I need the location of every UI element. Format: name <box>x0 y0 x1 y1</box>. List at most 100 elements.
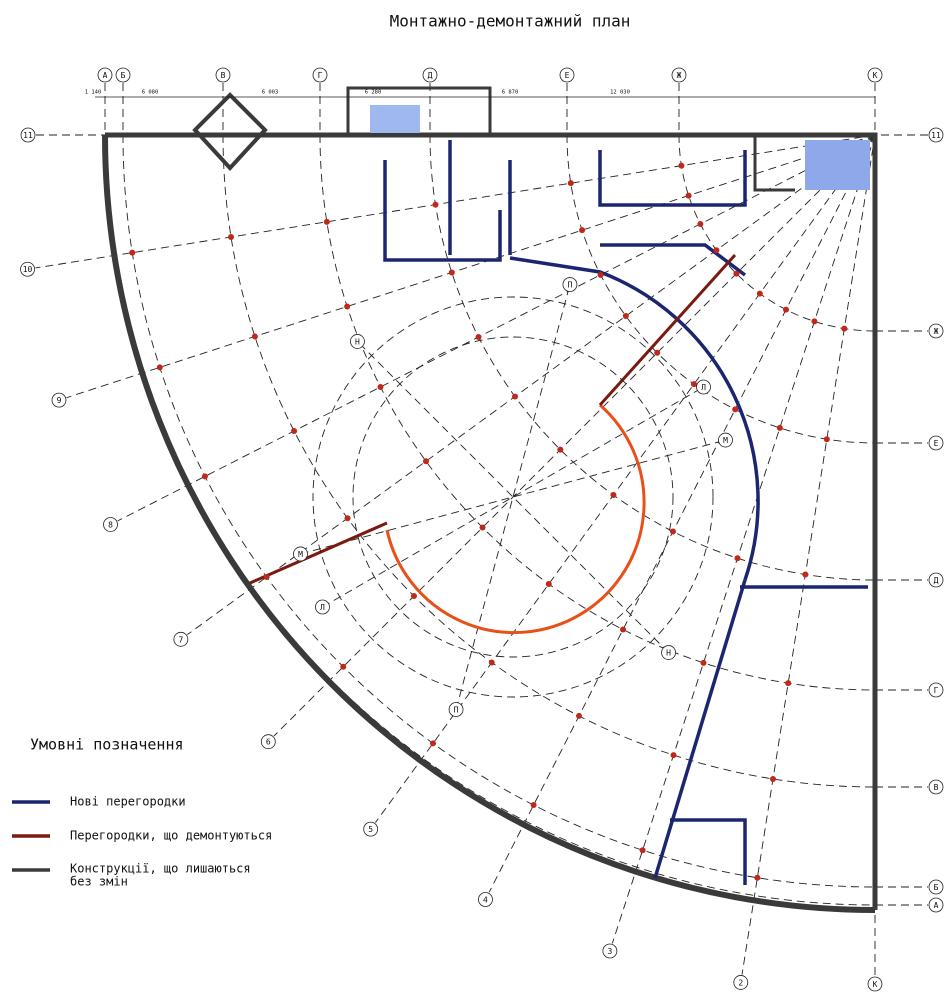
dimension-text: 6 280 <box>365 90 382 96</box>
column-node <box>669 528 676 535</box>
axis-bubble <box>173 631 189 647</box>
grid-line <box>187 134 876 635</box>
axis-bubble <box>115 67 131 83</box>
column-node <box>422 458 429 465</box>
demolished-arc <box>385 403 646 635</box>
column-node <box>734 555 741 562</box>
column-node <box>700 659 707 666</box>
column-node <box>620 626 627 633</box>
axis-bubble <box>350 334 365 349</box>
grid-line <box>488 134 876 893</box>
axis-bubble <box>718 432 733 448</box>
axis-bubble <box>867 976 883 992</box>
inner-axis <box>300 439 726 555</box>
column-node <box>479 524 486 531</box>
column-node <box>713 247 720 254</box>
axis-label: Н <box>355 337 360 346</box>
dimension-text: 1 140 <box>85 90 102 96</box>
axis-label: Ж <box>677 71 682 80</box>
stair <box>370 105 420 133</box>
axis-bubble <box>312 67 328 83</box>
axis-label: Л <box>320 603 325 612</box>
legend-title: Умовні позначення <box>30 736 184 754</box>
column-node <box>785 680 792 687</box>
axis-bubble <box>422 67 438 83</box>
bay-wall <box>192 92 268 171</box>
axis-label: Н <box>666 649 671 658</box>
column-node <box>756 290 763 297</box>
plan-title: Монтажно-демонтажний план <box>390 12 631 31</box>
stair <box>805 140 870 190</box>
column-node <box>448 269 455 276</box>
column-node <box>670 752 677 759</box>
inner-grid <box>312 296 714 698</box>
column-node <box>610 492 617 499</box>
axis-bubble <box>928 879 944 895</box>
column-node <box>545 581 552 588</box>
inner-axis <box>357 341 669 653</box>
axis-bubble <box>671 67 687 83</box>
column-node <box>567 180 574 187</box>
column-node <box>654 349 661 356</box>
axis-label: 11 <box>931 131 941 140</box>
dimension-text: 6 080 <box>142 90 159 96</box>
axis-label: М <box>298 550 303 559</box>
column-node <box>639 847 646 854</box>
axis-bubble <box>559 67 575 83</box>
axis-label: 3 <box>607 947 612 956</box>
column-node <box>511 393 518 400</box>
column-node <box>678 162 685 169</box>
column-node <box>410 593 417 600</box>
axis-bubble <box>215 67 231 83</box>
axis-bubble <box>602 943 618 959</box>
column-node <box>323 218 330 225</box>
column-node <box>802 571 809 578</box>
axis-bubble <box>928 435 944 451</box>
column-node <box>475 334 482 341</box>
axis-bubble <box>20 127 36 143</box>
axis-label: 2 <box>738 978 743 987</box>
axis-label: Г <box>318 71 323 80</box>
axis-bubble <box>478 892 493 907</box>
column-node <box>488 659 495 666</box>
column-node <box>228 233 235 240</box>
demolished-walls <box>249 253 737 585</box>
grid-arc <box>429 134 876 581</box>
axis-label: К <box>873 71 878 80</box>
column-node <box>344 303 351 310</box>
axis-label: 7 <box>178 635 183 644</box>
outer-wall <box>102 134 876 913</box>
axis-label: Д <box>934 576 939 585</box>
grid-arc <box>678 134 876 332</box>
axis-label: К <box>873 980 878 989</box>
axis-bubble <box>696 379 711 395</box>
column-node <box>291 428 298 435</box>
axis-bubble <box>733 975 749 990</box>
grid-line <box>611 134 876 944</box>
legend-label: без змін <box>70 875 128 889</box>
axis-bubble <box>867 67 883 83</box>
column-node <box>690 381 697 388</box>
grid-line <box>35 134 876 269</box>
grid-line <box>741 134 876 975</box>
column-node <box>811 318 818 325</box>
axis-bubble <box>928 779 944 795</box>
axis-label: В <box>934 783 939 792</box>
column-node <box>685 192 692 199</box>
grid-line <box>273 134 876 737</box>
axis-label: 8 <box>108 521 113 530</box>
axis-bubble <box>103 517 118 532</box>
column-node <box>377 383 384 390</box>
axis-bubble <box>928 323 944 339</box>
axis-label: 11 <box>23 131 33 140</box>
dimension-text: 12 030 <box>610 90 630 96</box>
column-node <box>251 333 258 340</box>
grid-line <box>117 134 876 522</box>
legend-label: Конструкції, що лишаються <box>70 862 251 876</box>
axis-label: Ж <box>934 327 939 336</box>
column-node <box>344 515 351 522</box>
axis-bubble <box>97 67 113 83</box>
axis-bubble <box>363 821 379 837</box>
axis-label: П <box>568 280 573 289</box>
axis-label: А <box>934 901 939 910</box>
